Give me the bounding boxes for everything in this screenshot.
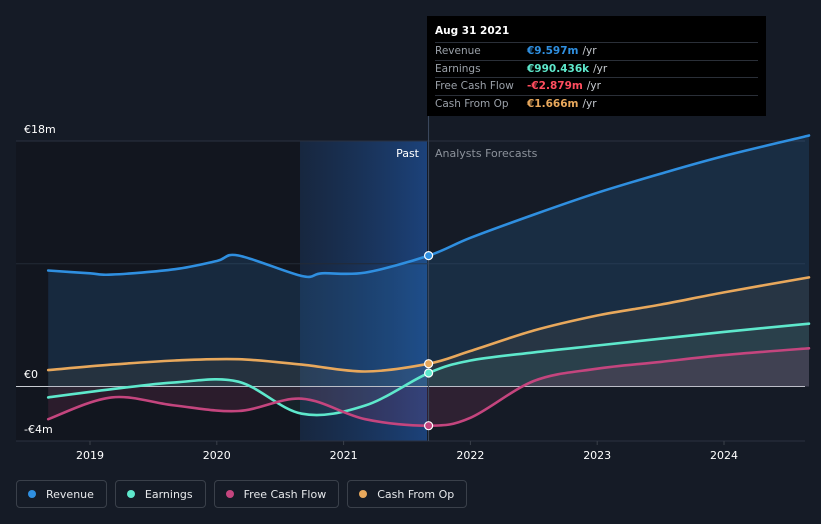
tooltip-label: Cash From Op <box>435 97 509 110</box>
legend-item-earnings[interactable]: Earnings <box>114 480 206 508</box>
legend-item-cash-from-op[interactable]: Cash From Op <box>347 480 468 508</box>
tooltip-value: €1.666m <box>527 97 579 110</box>
legend-item-revenue[interactable]: Revenue <box>16 480 107 508</box>
tooltip-row-revenue: Revenue €9.597m /yr <box>435 42 758 60</box>
x-tick-label: 2024 <box>710 449 738 462</box>
legend-dot-icon <box>359 490 368 498</box>
tooltip-label: Revenue <box>435 45 481 57</box>
legend-label: Earnings <box>144 487 193 501</box>
legend-item-free-cash-flow[interactable]: Free Cash Flow <box>213 480 340 508</box>
tooltip-label: Earnings <box>435 62 481 75</box>
tooltip-value: €990.436k <box>527 62 590 75</box>
x-tick-label: 2023 <box>583 449 611 462</box>
legend-label: Free Cash Flow <box>243 487 327 501</box>
tooltip-row-earnings: Earnings €990.436k /yr <box>435 59 758 78</box>
marker-revenue[interactable] <box>424 251 434 261</box>
tooltip-unit: /yr <box>593 62 608 75</box>
area-earnings <box>48 323 809 416</box>
tooltip-value: -€2.879m <box>527 80 583 92</box>
analysts-forecasts-label: Analysts Forecasts <box>435 147 538 160</box>
past-label: Past <box>396 147 420 160</box>
x-tick-label: 2020 <box>203 449 231 462</box>
tooltip-unit: /yr <box>582 45 597 57</box>
hover-tooltip: Aug 31 2021 Revenue €9.597m /yr Earnings… <box>427 16 766 116</box>
chart-area: €18m €0 -€4m Past Analysts Forecasts 201… <box>16 116 811 462</box>
legend-dot-icon <box>28 490 36 498</box>
legend-dot-icon <box>126 490 135 498</box>
tooltip-date: Aug 31 2021 <box>435 25 510 37</box>
x-tick-label: 2021 <box>330 449 358 462</box>
tooltip-unit: /yr <box>586 80 601 92</box>
marker-cash-from-op[interactable] <box>424 359 434 369</box>
y-tick-label-zero: €0 <box>24 368 38 381</box>
legend-dot-icon <box>225 490 234 498</box>
marker-free-cash-flow[interactable] <box>424 421 434 431</box>
x-tick-label: 2019 <box>76 449 104 462</box>
x-tick-label: 2022 <box>456 449 484 462</box>
past-highlight-region <box>300 141 427 441</box>
past-shade-region <box>16 141 300 441</box>
tooltip-unit: /yr <box>582 97 597 110</box>
tooltip-label: Free Cash Flow <box>435 80 514 92</box>
legend-label: Cash From Op <box>377 487 455 501</box>
y-tick-label-top: €18m <box>24 123 56 136</box>
tooltip-value: €9.597m <box>527 45 579 57</box>
chart-legend: Revenue Earnings Free Cash Flow Cash Fro… <box>16 480 468 508</box>
tooltip-row-cash-from-op: Cash From Op €1.666m /yr <box>435 94 758 113</box>
legend-label: Revenue <box>46 487 94 501</box>
marker-earnings[interactable] <box>424 368 434 378</box>
tooltip-row-free-cash-flow: Free Cash Flow -€2.879m /yr <box>435 77 758 95</box>
series-line-cash-from-op <box>46 276 811 373</box>
series-line-revenue <box>46 134 811 279</box>
y-tick-label-bottom: -€4m <box>24 423 53 436</box>
